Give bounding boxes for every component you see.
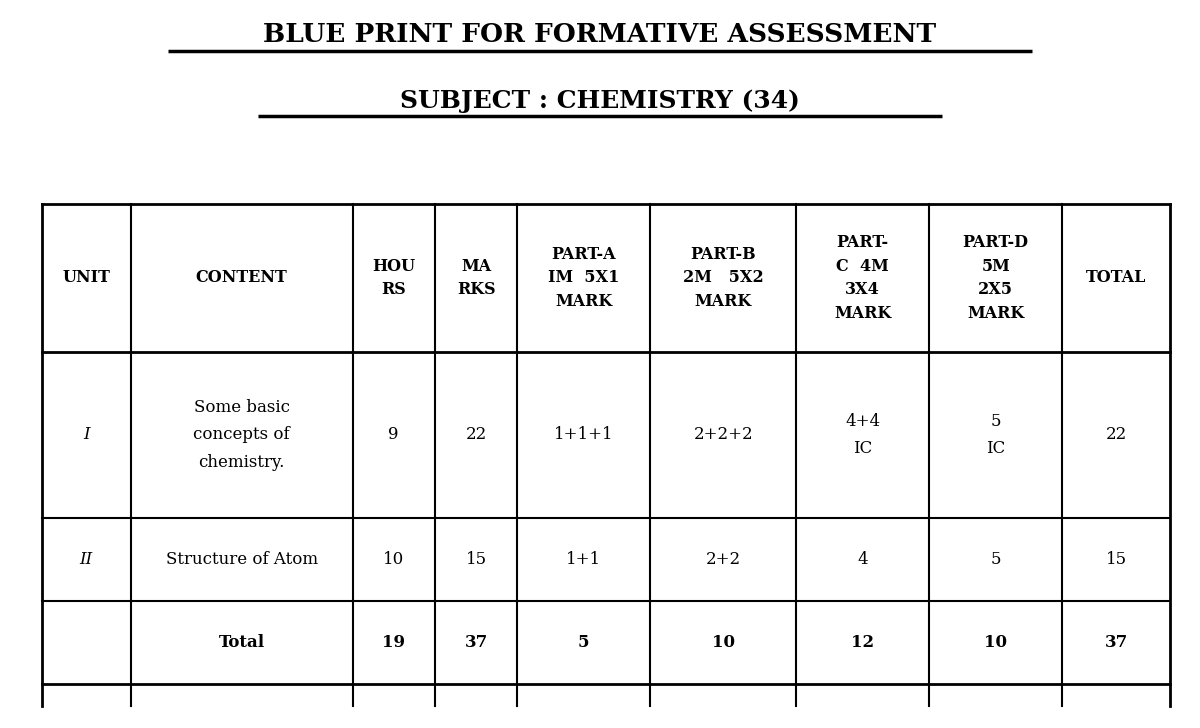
- Text: CONTENT: CONTENT: [196, 269, 288, 286]
- Text: 19: 19: [383, 633, 406, 651]
- Text: 22: 22: [466, 427, 487, 443]
- Text: 2+2+2: 2+2+2: [694, 427, 754, 443]
- Text: 15: 15: [1105, 550, 1127, 568]
- Text: UNIT: UNIT: [62, 269, 110, 286]
- Text: 37: 37: [464, 633, 487, 651]
- Text: 2+2: 2+2: [706, 550, 740, 568]
- Text: 15: 15: [466, 550, 487, 568]
- Text: PART-A
IM  5X1
MARK: PART-A IM 5X1 MARK: [548, 246, 619, 310]
- Text: 5
IC: 5 IC: [986, 413, 1006, 457]
- Text: 12: 12: [851, 633, 875, 651]
- Text: Structure of Atom: Structure of Atom: [166, 550, 318, 568]
- Text: Some basic
concepts of
chemistry.: Some basic concepts of chemistry.: [193, 399, 290, 471]
- Text: II: II: [79, 550, 92, 568]
- Text: 9: 9: [389, 427, 398, 443]
- Text: 10: 10: [712, 633, 734, 651]
- Text: 1+1: 1+1: [566, 550, 601, 568]
- Text: 10: 10: [984, 633, 1007, 651]
- Text: 4: 4: [857, 550, 868, 568]
- Text: 22: 22: [1105, 427, 1127, 443]
- Text: PART-B
2M   5X2
MARK: PART-B 2M 5X2 MARK: [683, 246, 763, 310]
- Text: SUBJECT : CHEMISTRY (34): SUBJECT : CHEMISTRY (34): [400, 89, 800, 113]
- Text: 4+4
IC: 4+4 IC: [845, 413, 881, 457]
- Text: PART-D
5M
2X5
MARK: PART-D 5M 2X5 MARK: [962, 234, 1028, 322]
- Text: 5: 5: [990, 550, 1001, 568]
- Text: 1+1+1: 1+1+1: [554, 427, 613, 443]
- Text: MA
RKS: MA RKS: [457, 258, 496, 298]
- Text: BLUE PRINT FOR FORMATIVE ASSESSMENT: BLUE PRINT FOR FORMATIVE ASSESSMENT: [264, 23, 936, 47]
- Text: Total: Total: [218, 633, 265, 651]
- Text: PART-
C  4M
3X4
MARK: PART- C 4M 3X4 MARK: [834, 234, 892, 322]
- Text: I: I: [83, 427, 90, 443]
- Text: 5: 5: [578, 633, 589, 651]
- Text: TOTAL: TOTAL: [1086, 269, 1146, 286]
- Text: HOU
RS: HOU RS: [372, 258, 415, 298]
- Text: 37: 37: [1104, 633, 1128, 651]
- Text: 10: 10: [383, 550, 404, 568]
- Bar: [42, 204, 1170, 706]
